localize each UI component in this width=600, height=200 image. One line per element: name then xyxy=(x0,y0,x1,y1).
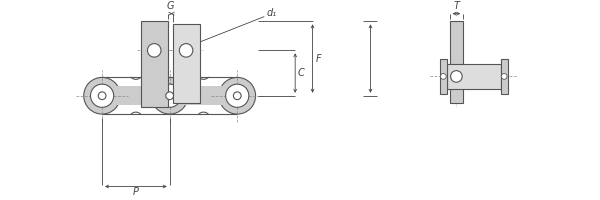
Circle shape xyxy=(233,92,241,100)
Text: P: P xyxy=(133,187,139,197)
Circle shape xyxy=(451,71,462,82)
Bar xyxy=(440,59,447,94)
Bar xyxy=(141,21,168,107)
Text: F: F xyxy=(316,54,321,64)
Circle shape xyxy=(158,84,181,107)
Circle shape xyxy=(148,44,161,57)
Text: G: G xyxy=(166,1,174,11)
Circle shape xyxy=(501,74,507,79)
Circle shape xyxy=(440,74,446,79)
Bar xyxy=(170,86,237,105)
Bar xyxy=(173,24,200,103)
Bar xyxy=(449,21,463,103)
Bar xyxy=(102,86,170,105)
Circle shape xyxy=(179,44,193,57)
Text: d₁: d₁ xyxy=(266,8,277,18)
Circle shape xyxy=(166,92,173,100)
Circle shape xyxy=(151,77,188,114)
Bar xyxy=(501,59,508,94)
Circle shape xyxy=(226,84,249,107)
Circle shape xyxy=(91,84,113,107)
Bar xyxy=(447,64,501,89)
Text: C: C xyxy=(298,68,305,78)
Text: T: T xyxy=(454,1,460,11)
Circle shape xyxy=(219,77,256,114)
Circle shape xyxy=(84,77,121,114)
Circle shape xyxy=(98,92,106,100)
Bar xyxy=(102,86,237,105)
